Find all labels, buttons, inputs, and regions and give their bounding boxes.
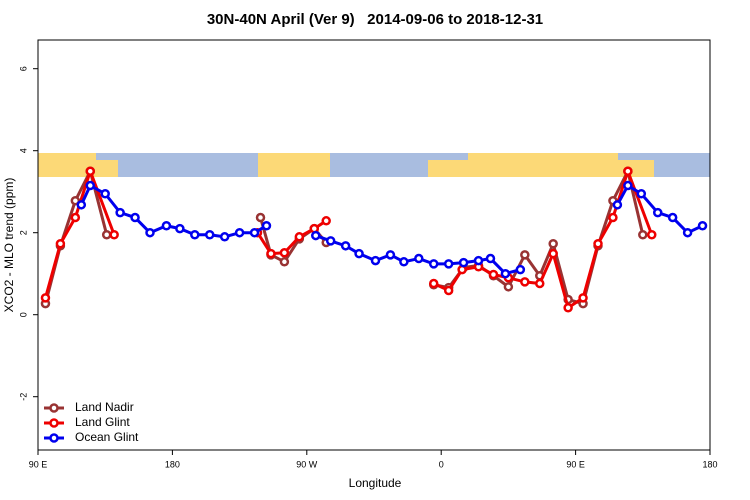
point [647,230,657,240]
point [294,232,305,242]
point [563,302,573,313]
legend-marker [49,418,59,428]
point [503,282,514,292]
point [515,264,526,275]
point [385,250,396,260]
legend-label: Land Glint [75,415,130,429]
point [520,250,530,260]
point [234,227,245,238]
point [325,236,336,246]
point [76,200,87,210]
x-tick-label: 90 W [296,459,318,469]
point [130,212,140,223]
point [578,293,588,303]
y-tick-label: 6 [18,66,28,71]
point [100,189,110,199]
point [354,248,364,259]
legend-marker [49,433,59,443]
point [255,212,266,223]
point [85,180,96,191]
y-tick-label: 2 [18,230,28,235]
x-tick-label: 90 E [566,459,585,469]
x-tick-label: 0 [439,459,444,469]
plot-frame [37,39,711,451]
point [311,230,321,241]
point [682,227,693,238]
y-tick-label: 0 [18,312,28,317]
x-tick-label: 90 E [29,459,48,469]
point [279,257,290,267]
point [101,230,112,240]
map-strip [38,153,710,177]
point [85,166,96,176]
point [115,207,125,218]
chart-title: 30N-40N April (Ver 9) 2014-09-06 to 2018… [207,11,543,28]
point [612,200,623,210]
y-tick-label: 4 [18,148,28,153]
point [500,268,511,279]
point [636,189,647,199]
point [219,232,230,242]
point [697,220,708,231]
point [623,180,633,191]
point [473,255,484,266]
x-tick-label: 180 [165,459,180,469]
series-line [44,166,654,311]
point [488,269,499,280]
point [548,248,558,259]
point [428,259,439,269]
point [109,230,119,240]
legend-label: Land Nadir [75,400,134,414]
point [204,230,215,240]
point [249,227,260,238]
point [175,223,185,234]
y-axis-label: XCO2 - MLO trend (ppm) [2,178,16,313]
point [340,241,351,251]
point [638,230,648,240]
legend-label: Ocean Glint [75,430,139,444]
point [261,220,272,231]
point [535,278,545,289]
point [414,253,424,264]
point [40,293,51,303]
x-axis-label: Longitude [349,476,402,490]
point [443,285,454,296]
point [548,239,558,249]
point [652,207,663,218]
point [399,257,409,267]
point [70,195,81,206]
point [593,239,603,249]
point [667,212,678,223]
y-tick-label: -2 [18,393,28,401]
point [266,248,276,259]
point [520,277,530,287]
point [443,259,454,269]
point [428,278,439,289]
point [55,239,66,249]
point [161,220,172,231]
point [458,257,469,268]
series-line [44,166,645,306]
point [190,230,200,240]
point [370,255,381,266]
x-tick-label: 180 [702,459,717,469]
point [608,212,618,223]
point [623,166,633,176]
point [145,227,155,238]
legend-marker [49,403,59,413]
point [485,253,496,264]
point [279,248,290,258]
point [321,216,331,226]
point [70,212,81,223]
